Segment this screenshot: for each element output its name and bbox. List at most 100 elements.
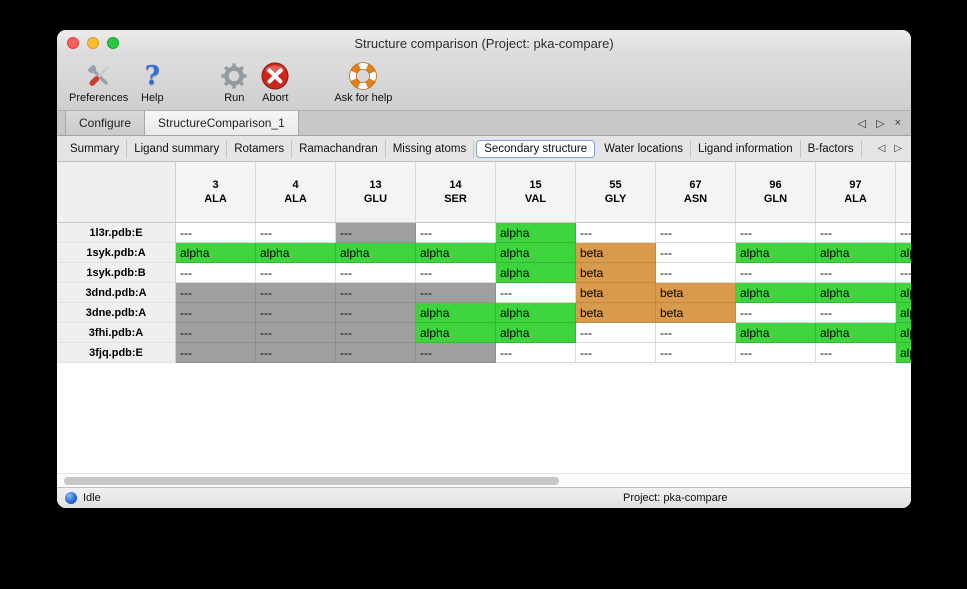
table-row[interactable]: 3fhi.pdb:A --- --- --- alpha alpha --- --- alpha… bbox=[57, 323, 911, 343]
column-number: 4 bbox=[292, 179, 299, 191]
cell-beta: beta bbox=[576, 263, 656, 283]
cell-none: --- bbox=[736, 343, 816, 363]
column-residue: ALA bbox=[844, 193, 867, 205]
scrollbar-thumb[interactable] bbox=[64, 477, 559, 485]
zoom-window-button[interactable] bbox=[107, 37, 119, 49]
cell-none: --- bbox=[896, 223, 911, 243]
subtab-missing-atoms[interactable]: Missing atoms bbox=[386, 139, 475, 158]
row-header: 3fhi.pdb:A bbox=[57, 323, 176, 343]
toolbar-label: Preferences bbox=[69, 92, 129, 104]
secondary-structure-table: 3 ALA 4 ALA 13 GLU 14 SER 15 VAL 55 GLY 67 ASN 96 GLN 97… bbox=[57, 162, 911, 363]
cell-none: --- bbox=[576, 223, 656, 243]
column-header: 97 ALA bbox=[816, 162, 896, 223]
cell-none: --- bbox=[256, 223, 336, 243]
table-row[interactable]: 3fjq.pdb:E---------------------------alp… bbox=[57, 343, 911, 363]
horizontal-scrollbar[interactable] bbox=[57, 473, 911, 487]
cell-alpha: alpha bbox=[496, 243, 576, 263]
cell-gap: --- bbox=[256, 323, 336, 343]
subtab-bar: Summary Ligand summary Rotamers Ramachandra… bbox=[57, 136, 911, 162]
table-corner-cell bbox=[57, 162, 176, 223]
toolbar-button-ask-for-help[interactable]: Ask for help bbox=[334, 60, 392, 104]
toolbar-button-preferences[interactable]: Preferences bbox=[69, 60, 128, 104]
cell-gap: --- bbox=[176, 303, 256, 323]
minimize-window-button[interactable] bbox=[87, 37, 99, 49]
cell-alpha: alpha bbox=[176, 243, 256, 263]
subtab-secondary-structure[interactable]: Secondary structure bbox=[476, 139, 596, 158]
close-tab-button[interactable]: × bbox=[894, 117, 901, 129]
title-bar: Structure comparison (Project: pka-compa… bbox=[57, 30, 911, 57]
cell-alpha: alpha bbox=[816, 283, 896, 303]
column-residue: GLY bbox=[604, 193, 627, 205]
table-row[interactable]: 1syk.pdb:A alpha alpha alpha alpha alpha beta -… bbox=[57, 243, 911, 263]
cell-gap: --- bbox=[176, 343, 256, 363]
table-row[interactable]: 1l3r.pdb:E --- --- --- --- alpha --- --- --- --- -… bbox=[57, 223, 911, 243]
column-number: 67 bbox=[689, 179, 702, 191]
cell-beta: beta bbox=[576, 243, 656, 263]
row-header: 3dne.pdb:A bbox=[57, 303, 176, 323]
subtab-ligand-information[interactable]: Ligand information bbox=[691, 139, 801, 158]
cell-alpha: alpha bbox=[896, 343, 911, 363]
window-title: Structure comparison (Project: pka-compa… bbox=[354, 36, 614, 51]
column-header: 4 ALA bbox=[256, 162, 336, 223]
cell-gap: --- bbox=[176, 323, 256, 343]
subtab-rotamers[interactable]: Rotamers bbox=[227, 139, 293, 158]
column-number: 15 bbox=[529, 179, 542, 191]
toolbar: Preferences Help Run Abort bbox=[57, 57, 911, 111]
subtab-ramachandran[interactable]: Ramachandran bbox=[292, 139, 386, 158]
table-row[interactable]: 3dne.pdb:A --- --- --- alpha alpha beta beta ---… bbox=[57, 303, 911, 323]
column-header: 67 ASN bbox=[656, 162, 736, 223]
toolbar-button-help[interactable]: Help bbox=[135, 60, 169, 104]
cell-gap: --- bbox=[176, 283, 256, 303]
column-residue: VAL bbox=[524, 193, 547, 205]
cell-none: --- bbox=[416, 223, 496, 243]
status-bar: Idle Project: pka-compare bbox=[57, 487, 911, 508]
cell-beta: beta bbox=[656, 303, 736, 323]
toolbar-button-abort[interactable]: Abort bbox=[258, 60, 292, 104]
column-residue: ALA bbox=[284, 193, 307, 205]
subtab-ligand-summary[interactable]: Ligand summary bbox=[127, 139, 228, 158]
cell-gap: --- bbox=[416, 343, 496, 363]
prev-tab-arrow[interactable]: ◁ bbox=[857, 117, 867, 130]
cell-gap: --- bbox=[336, 223, 416, 243]
toolbar-label: Run bbox=[224, 92, 245, 104]
column-number: 96 bbox=[769, 179, 782, 191]
status-icon bbox=[65, 492, 77, 504]
column-residue: ASN bbox=[683, 193, 708, 205]
subtab-summary[interactable]: Summary bbox=[63, 139, 128, 158]
cell-none: --- bbox=[176, 263, 256, 283]
cell-beta: beta bbox=[656, 283, 736, 303]
cell-alpha: alpha bbox=[496, 223, 576, 243]
column-header: 15 VAL bbox=[496, 162, 576, 223]
toolbar-button-run[interactable]: Run bbox=[217, 60, 251, 104]
cell-alpha: alpha bbox=[496, 323, 576, 343]
toolbar-label: Abort bbox=[262, 92, 289, 104]
column-number: 14 bbox=[449, 179, 462, 191]
project-label: Project: pka-compare bbox=[623, 492, 728, 504]
next-subtab-arrow[interactable]: ▷ bbox=[894, 143, 902, 154]
subtab-bar-controls: ◁ ▷ bbox=[878, 143, 911, 154]
close-window-button[interactable] bbox=[67, 37, 79, 49]
cell-alpha: alpha bbox=[256, 243, 336, 263]
prev-subtab-arrow[interactable]: ◁ bbox=[877, 143, 886, 154]
table-body: 1l3r.pdb:E --- --- --- --- alpha --- --- --- --- -… bbox=[57, 223, 911, 363]
cell-none: --- bbox=[496, 343, 576, 363]
cell-none: --- bbox=[576, 343, 656, 363]
next-tab-arrow[interactable]: ▷ bbox=[876, 117, 885, 130]
subtab-water-locations[interactable]: Water locations bbox=[597, 139, 691, 158]
tab-structurecomparison-1[interactable]: StructureComparison_1 bbox=[145, 111, 299, 135]
cell-gap: --- bbox=[256, 343, 336, 363]
subtab-b-factors[interactable]: B-factors bbox=[801, 139, 862, 158]
column-header: 14 SER bbox=[416, 162, 496, 223]
cell-none: --- bbox=[896, 263, 911, 283]
cell-none: --- bbox=[416, 263, 496, 283]
cell-gap: --- bbox=[336, 303, 416, 323]
table-row[interactable]: 1syk.pdb:B --- --- --- --- alpha beta --- --- ---… bbox=[57, 263, 911, 283]
cell-none: --- bbox=[816, 303, 896, 323]
row-header: 1l3r.pdb:E bbox=[57, 223, 176, 243]
cell-beta: beta bbox=[576, 283, 656, 303]
cell-alpha: alpha bbox=[816, 323, 896, 343]
table-row[interactable]: 3dnd.pdb:A --- --- --- --- --- beta beta alpha al… bbox=[57, 283, 911, 303]
tab-configure[interactable]: Configure bbox=[65, 111, 146, 135]
row-header: 1syk.pdb:A bbox=[57, 243, 176, 263]
